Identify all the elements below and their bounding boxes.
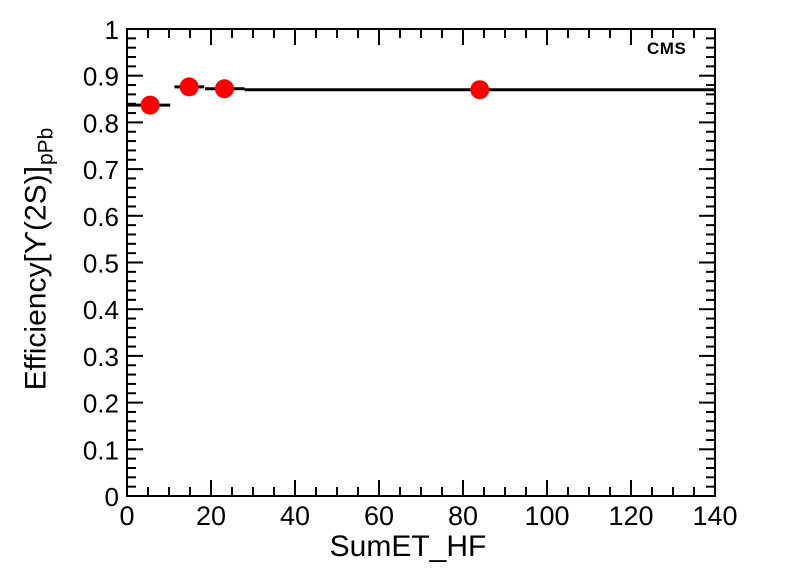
y-tick-label: 0.8	[83, 108, 119, 138]
x-tick-label: 60	[364, 501, 394, 531]
x-tick-label: 40	[280, 501, 310, 531]
data-point	[179, 77, 199, 97]
y-axis-title-main: Efficiency[ϒ(2S)]	[19, 166, 53, 391]
plot-frame	[126, 28, 716, 497]
x-axis-title: SumET_HF	[329, 530, 487, 563]
y-tick-label: 1	[105, 15, 119, 45]
data-point	[470, 80, 490, 100]
data-point	[214, 79, 234, 99]
axis-ticks	[128, 30, 714, 495]
x-tick-label: 0	[119, 501, 134, 531]
x-tick-label: 80	[448, 501, 478, 531]
x-tick-label: 120	[608, 501, 653, 531]
cms-experiment-label: CMS	[647, 39, 687, 58]
x-tick-label: 140	[692, 501, 737, 531]
y-tick-label: 0.7	[83, 155, 119, 185]
data-points	[140, 77, 490, 115]
data-point	[140, 95, 160, 115]
y-tick-label: 0.6	[83, 202, 119, 232]
x-tick-labels: 0 20 40 60 80 100 120 140	[119, 501, 737, 531]
y-tick-label: 0.1	[83, 435, 119, 465]
y-tick-label: 0.5	[83, 249, 119, 279]
y-tick-label: 0	[105, 482, 119, 512]
x-tick-label: 20	[196, 501, 226, 531]
y-axis-title: Efficiency[ϒ(2S)]pPb	[19, 127, 58, 391]
y-tick-label: 0.9	[83, 62, 119, 92]
y-tick-label: 0.4	[83, 295, 119, 325]
y-axis-title-subscript: pPb	[34, 127, 58, 166]
x-tick-label: 100	[524, 501, 569, 531]
y-tick-labels: 0 0.1 0.2 0.3 0.4 0.5 0.6 0.7 0.8 0.9 1	[83, 15, 119, 512]
y-tick-label: 0.3	[83, 342, 119, 372]
y-tick-label: 0.2	[83, 389, 119, 419]
